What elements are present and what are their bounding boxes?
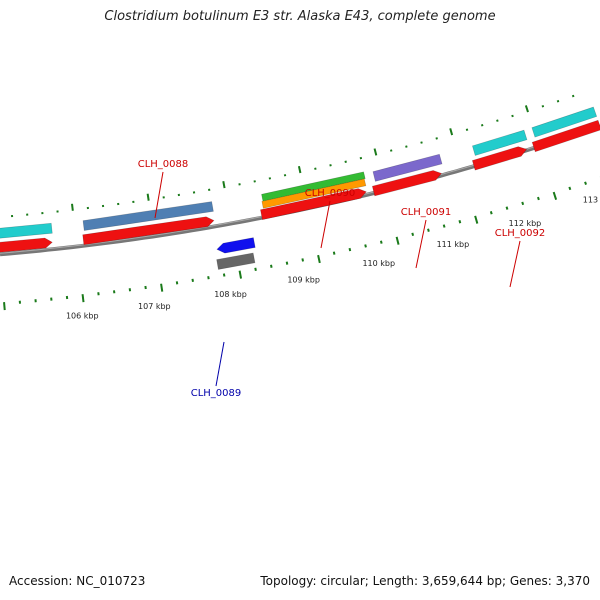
upper-ruler-tick <box>511 114 514 118</box>
lower-ruler-tick <box>395 236 400 245</box>
cds-feature-right <box>531 119 600 153</box>
upper-ruler-tick <box>449 128 454 136</box>
gene-feature-clh-0090-orange <box>261 178 367 209</box>
lower-ruler-tick <box>332 251 336 255</box>
cds-feature-clh-0092 <box>471 146 528 171</box>
upper-ruler-tick <box>297 165 302 174</box>
lower-ruler-tick <box>270 264 273 268</box>
scale-label: 112 kbp <box>509 219 542 228</box>
cds-feature-clh-0090 <box>260 188 367 220</box>
lower-ruler-tick <box>458 220 462 224</box>
upper-ruler-tick <box>146 193 150 201</box>
cds-feature-clh-0089 <box>216 252 256 270</box>
gene-feature-clh-0088 <box>82 201 214 231</box>
lower-ruler-tick <box>348 247 352 252</box>
lower-ruler-tick <box>160 283 164 292</box>
lower-ruler-tick <box>442 224 446 228</box>
genome-title: Clostridium botulinum E3 str. Alaska E43… <box>104 9 496 24</box>
scale-label: 106 kbp <box>66 311 99 320</box>
gene-label: CLH_0091 <box>401 207 452 218</box>
lower-ruler-tick <box>254 267 257 271</box>
lower-ruler-tick <box>81 294 85 303</box>
upper-ruler-tick <box>524 105 529 113</box>
lower-ruler-tick <box>285 261 289 265</box>
lower-ruler-tick <box>317 254 321 264</box>
gene-label-leader <box>509 240 521 288</box>
gene-label-leader <box>320 200 331 249</box>
scale-label: 111 kbp <box>437 240 470 249</box>
lower-ruler-tick <box>364 244 367 248</box>
lower-ruler-tick <box>521 201 525 206</box>
lower-ruler-tick <box>222 273 226 277</box>
scale-label: 107 kbp <box>138 302 171 311</box>
scale-label: 110 kbp <box>362 259 395 268</box>
lower-ruler-tick <box>537 196 540 201</box>
gene-label-leader <box>154 171 164 219</box>
scale-label: 108 kbp <box>214 290 247 299</box>
lower-ruler-tick <box>474 215 479 224</box>
upper-ruler-tick <box>465 128 469 131</box>
gene-label: CLH_0089 <box>191 388 242 399</box>
gene-feature-clh-0090-green <box>261 171 366 202</box>
gene-feature-cyan <box>0 222 53 239</box>
gene-feature-clh-0089 <box>216 237 256 254</box>
gene-feature-cyan-right <box>531 106 598 138</box>
lower-ruler-tick <box>411 232 415 237</box>
gene-feature-clh-0091 <box>372 153 443 182</box>
gene-label: CLH_0088 <box>138 159 189 170</box>
genome-summary-text: Topology: circular; Length: 3,659,644 bp… <box>260 574 590 588</box>
accession-text: Accession: NC_010723 <box>9 574 146 588</box>
gene-label: CLH_0090 <box>305 188 356 199</box>
lower-ruler-tick <box>584 181 587 185</box>
upper-ruler-tick <box>556 99 560 103</box>
upper-ruler-tick <box>405 145 408 148</box>
upper-ruler-tick <box>496 119 499 122</box>
cds-feature-clh-0091 <box>371 170 442 197</box>
lower-ruler-tick <box>489 211 493 215</box>
scale-label: 113 kbp <box>583 195 600 204</box>
lower-ruler-tick <box>379 240 383 244</box>
upper-ruler-tick <box>435 137 438 140</box>
upper-ruler-tick <box>420 141 423 144</box>
upper-ruler-tick <box>222 181 226 189</box>
gene-feature-clh-0092 <box>472 129 528 156</box>
upper-ruler-tick <box>541 104 545 108</box>
scale-label: 109 kbp <box>287 276 320 285</box>
gene-label-leader <box>415 219 427 269</box>
lower-ruler-tick <box>238 270 243 279</box>
lower-ruler-tick <box>3 302 6 311</box>
lower-ruler-tick <box>427 228 430 232</box>
gene-label: CLH_0092 <box>495 228 546 239</box>
lower-ruler-tick <box>505 206 509 210</box>
gene-label-leader <box>215 341 225 387</box>
cds-feature <box>0 237 53 253</box>
upper-ruler-tick <box>71 203 74 211</box>
upper-ruler-tick <box>571 94 575 98</box>
lower-ruler-tick <box>552 191 558 201</box>
upper-ruler-tick <box>480 124 484 127</box>
lower-ruler-tick <box>301 258 305 262</box>
lower-ruler-tick <box>568 186 572 191</box>
upper-ruler-tick <box>373 148 378 156</box>
cds-feature-clh-0088 <box>82 216 215 246</box>
